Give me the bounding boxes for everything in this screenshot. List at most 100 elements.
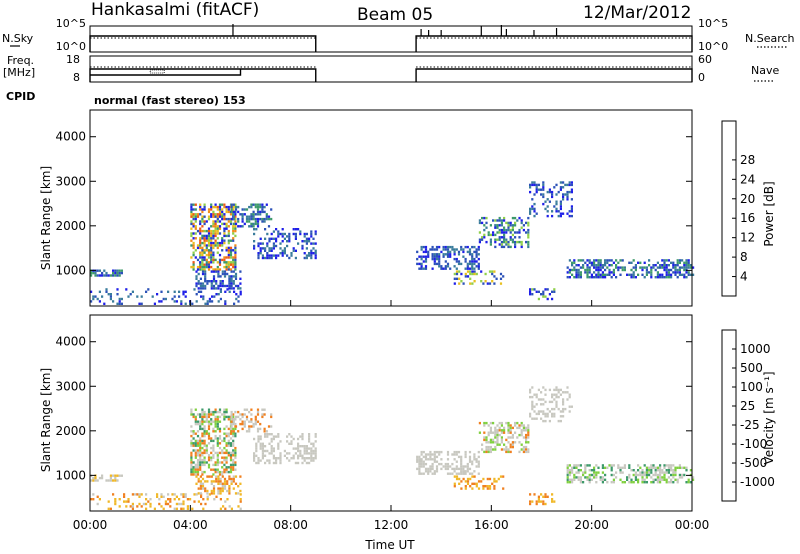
velocity-cell	[570, 405, 573, 408]
velocity-cell	[648, 466, 651, 469]
velocity-cell	[494, 429, 497, 432]
velocity-cell	[105, 479, 108, 482]
power-cell	[248, 225, 251, 228]
power-cell	[279, 242, 282, 245]
velocity-cell	[500, 448, 503, 451]
velocity-cell	[199, 456, 202, 459]
power-cell	[462, 255, 465, 258]
velocity-cell	[542, 419, 545, 423]
power-cell	[261, 205, 264, 209]
velocity-cell	[232, 449, 235, 452]
velocity-cell	[455, 467, 458, 471]
velocity-cell	[221, 470, 224, 474]
velocity-cell	[197, 477, 200, 481]
velocity-cell	[196, 451, 200, 455]
velocity-cell	[617, 466, 620, 469]
power-cell	[462, 282, 465, 285]
power-cell	[551, 290, 554, 293]
power-cell	[305, 242, 308, 245]
velocity-cell	[272, 437, 275, 441]
power-cell	[555, 207, 558, 211]
velocity-cell	[263, 430, 266, 433]
power-cell	[190, 239, 193, 242]
velocity-cell	[205, 430, 208, 433]
velocity-cell	[234, 432, 237, 435]
power-cell	[221, 215, 224, 218]
velocity-cell	[435, 460, 439, 463]
power-cell	[199, 284, 202, 288]
power-cell	[418, 255, 421, 258]
velocity-cell	[214, 418, 217, 421]
velocity-cell	[232, 444, 235, 447]
velocity-cell	[218, 437, 222, 440]
power-cell	[527, 224, 530, 227]
velocity-cell	[420, 450, 423, 454]
power-cell	[241, 225, 244, 228]
velocity-cell	[643, 478, 646, 481]
velocity-cell	[182, 500, 185, 503]
velocity-cell	[540, 410, 543, 413]
velocity-cell	[475, 465, 478, 468]
power-cell	[221, 258, 224, 262]
power-cell	[687, 264, 690, 267]
velocity-cell	[623, 464, 626, 467]
velocity-cell	[101, 474, 104, 477]
velocity-cell	[308, 447, 311, 450]
velocity-cell	[194, 432, 197, 435]
velocity-cell	[207, 415, 211, 419]
velocity-cell	[230, 415, 233, 419]
velocity-cell	[487, 431, 490, 434]
power-cell	[109, 297, 112, 301]
velocity-cell	[555, 393, 558, 396]
velocity-cell	[488, 485, 492, 488]
power-cell	[595, 273, 598, 276]
velocity-cell	[203, 427, 206, 431]
power-cell	[225, 268, 228, 271]
power-cell	[619, 266, 622, 269]
power-cell	[196, 258, 200, 262]
velocity-cell	[595, 464, 598, 467]
power-cell	[566, 271, 569, 274]
power-cell	[227, 234, 230, 238]
velocity-cell	[429, 450, 432, 454]
velocity-cell	[665, 464, 668, 467]
velocity-cell	[457, 467, 461, 471]
velocity-cell	[525, 433, 528, 437]
power-cell	[227, 246, 230, 250]
velocity-cell	[537, 388, 540, 392]
velocity-cell	[301, 457, 304, 460]
power-cell	[294, 228, 297, 231]
velocity-cell	[529, 415, 532, 418]
power-cell	[483, 233, 486, 237]
power-cell	[245, 208, 249, 211]
velocity-cell	[214, 422, 217, 426]
power-cell	[473, 272, 476, 276]
velocity-cell	[464, 487, 467, 490]
velocity-cell	[509, 426, 512, 430]
velocity-cell	[201, 487, 205, 490]
velocity-cell	[212, 456, 215, 459]
velocity-cell	[210, 489, 213, 493]
velocity-cell	[482, 487, 485, 490]
velocity-cell	[277, 445, 280, 448]
power-cell	[218, 220, 222, 223]
power-cell	[138, 302, 141, 305]
power-cell	[205, 263, 208, 266]
velocity-cell	[493, 487, 496, 490]
power-cell	[216, 217, 219, 221]
power-cell	[219, 290, 222, 293]
power-cell	[619, 273, 622, 276]
power-cell	[475, 272, 478, 276]
velocity-ytick-label: 4000	[55, 335, 86, 349]
power-cell	[424, 255, 428, 258]
velocity-cell	[207, 442, 211, 445]
power-cell	[608, 268, 611, 272]
power-cell	[566, 190, 569, 194]
power-cell	[201, 268, 204, 271]
power-cell	[546, 198, 549, 201]
velocity-cell	[310, 454, 313, 457]
velocity-cell	[656, 473, 659, 477]
power-cell	[438, 245, 441, 249]
velocity-cell	[650, 464, 653, 467]
velocity-cell	[477, 455, 480, 459]
